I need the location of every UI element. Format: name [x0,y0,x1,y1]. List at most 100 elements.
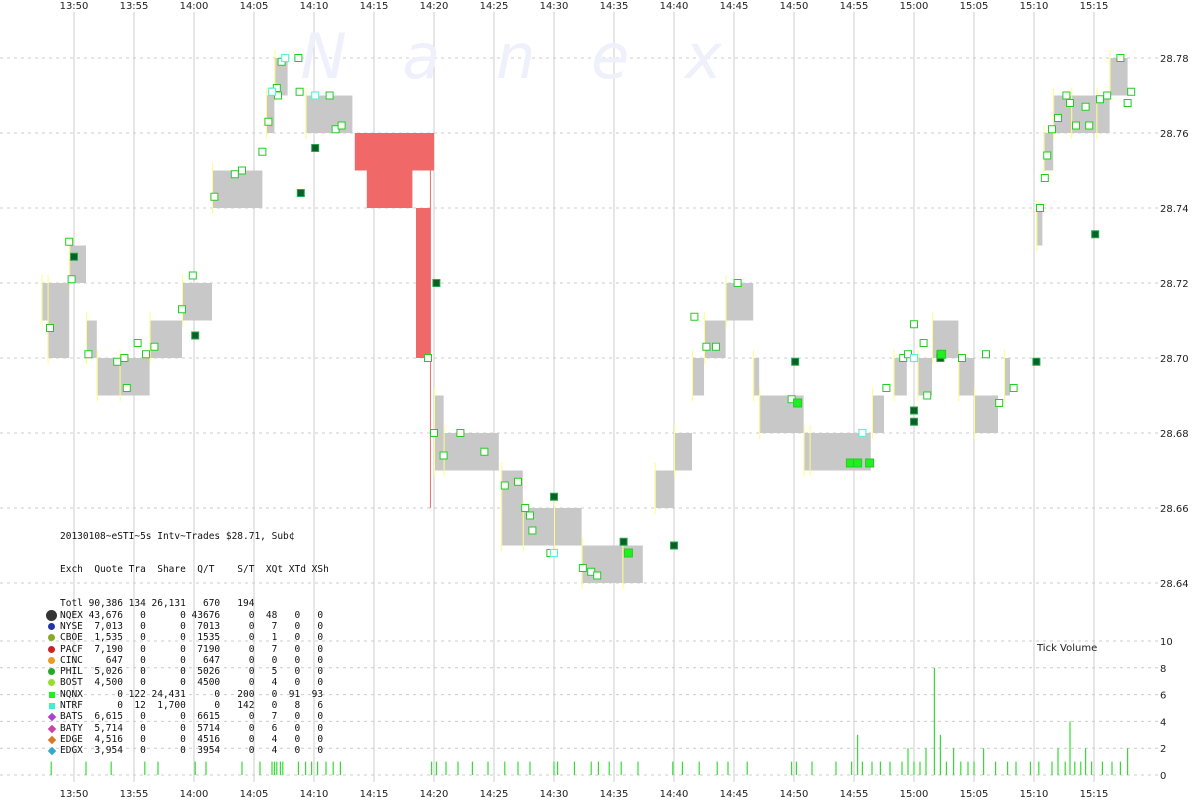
quote-band [554,508,582,546]
quote-band [434,395,444,471]
trade-marker-nqnx [210,192,219,201]
trade-marker-nqnx [1072,121,1080,130]
stats-row: EDGE 4,516 0 0 4516 0 4 0 0 [47,734,329,745]
trade-marker-nqnx [1009,384,1018,392]
exchange-stats-table: 20130108~eSTI~5s Intv~Trades $28.71, Sub… [46,508,329,768]
time-label-bottom: 13:50 [60,789,89,800]
trade-marker-nqex [550,492,558,501]
price-label: 28.64 [1160,579,1189,590]
axis-label-layer: 13:50 13:50 13:55 13:55 14:00 14:00 14:05 14:05… [60,1,1189,800]
time-label-bottom: 14:10 [300,789,329,800]
price-label: 28.66 [1160,504,1189,515]
trade-marker-nqnx [578,564,587,572]
trade-marker-nqex [191,331,200,340]
time-label-bottom: 14:40 [660,789,689,800]
quote-band [41,283,48,321]
trade-marker-nqnx [1054,114,1062,122]
quote-band [893,358,907,396]
trade-marker-nqnx [1103,91,1112,100]
trade-marker-nqnx [1062,91,1071,100]
trade-marker-nqnx [1043,151,1052,160]
trade-marker-nqnx [178,305,186,314]
nanex-watermark: N a n e x [300,20,739,93]
volume-label: 8 [1160,664,1166,675]
trade-marker-nqnx [46,324,54,332]
trade-marker-nqex [670,541,678,550]
trade-marker-nqnx [424,354,432,362]
time-label-top: 14:10 [300,1,329,12]
price-label: 28.68 [1160,429,1189,440]
time-label-top: 14:05 [240,1,269,12]
trade-marker-nqnx [1081,102,1090,111]
stats-row-text: BATY 5,714 0 0 5714 0 6 0 0 [60,722,324,734]
volume-label: 2 [1160,744,1166,755]
time-label-top: 14:35 [600,1,629,12]
trade-marker-ntrf [909,353,919,363]
time-label-bottom: 14:20 [420,789,449,800]
price-label: 28.74 [1160,204,1189,215]
quote-band [149,320,182,358]
stats-row: Totl 90,386 134 26,131 670 194 [60,598,329,609]
time-label-top: 14:25 [480,1,509,12]
stats-row-text: PACF 7,190 0 0 7190 0 7 0 0 [60,643,324,655]
trade-marker-nqnx [526,511,534,520]
trade-marker-nqex [432,279,441,287]
trade-marker-nqnx [1048,125,1056,134]
stats-row: BATS 6,615 0 0 6615 0 7 0 0 [47,711,329,723]
price-label: 28.72 [1160,279,1189,290]
stats-header-title: 20130108~eSTI~5s Intv~Trades $28.71, Sub… [60,530,295,542]
quote-band [96,358,120,396]
time-label-bottom: 14:35 [600,789,629,800]
stats-row-text: PHIL 5,026 0 0 5026 0 5 0 0 [60,666,324,678]
stats-row-text: BATS 6,615 0 0 6615 0 7 0 0 [60,711,324,723]
trade-marker-ntrf [549,548,559,558]
trade-marker-nqnx [150,342,159,351]
stats-row-text: CINC 647 0 0 647 0 0 0 0 [60,654,324,666]
time-label-top: 15:00 [900,1,929,12]
time-label-bottom: 15:00 [900,789,929,800]
time-label-bottom: 14:30 [540,789,569,800]
trade-marker-nqnx [238,166,246,175]
price-label: 28.70 [1160,354,1189,365]
halt-block [366,170,413,208]
quote-band [1036,208,1043,246]
trade-marker-nqnx-filled [793,398,803,408]
trade-marker-nqnx [1116,54,1125,62]
time-label-bottom: 15:15 [1080,789,1109,800]
trade-marker-nqnx [1040,174,1049,182]
trade-marker-nqnx [133,339,142,347]
exchange-color-swatch [48,622,55,630]
quote-band [974,395,998,433]
stats-row: NYSE 7,013 0 0 7013 0 7 0 0 [48,621,329,632]
exchange-color-swatch [48,645,55,653]
time-label-top: 14:40 [660,1,689,12]
exchange-color-swatch [46,609,57,621]
time-label-bottom: 14:00 [180,789,209,800]
trade-marker-nqnx [84,350,93,359]
stats-row-text: EDGX 3,954 0 0 3954 0 4 0 0 [60,745,324,757]
trade-marker-nqnx [712,342,720,351]
quote-band [86,320,97,358]
time-label-top: 13:50 [60,1,89,12]
trade-marker-nqnx [1096,95,1104,104]
quote-band [182,283,212,321]
trade-marker-nqnx [690,312,699,321]
time-label-bottom: 14:05 [240,789,269,800]
time-label-top: 14:20 [420,1,449,12]
quote-band [917,358,932,396]
stats-row: CINC 647 0 0 647 0 0 0 0 [48,654,329,666]
quote-band [753,358,760,396]
volume-label: 0 [1160,771,1166,782]
trade-marker-nqnx [593,571,602,580]
trade-marker-nqnx [439,451,448,460]
trade-marker-nqnx [500,481,509,490]
stats-row: PACF 7,190 0 0 7190 0 7 0 0 [48,643,329,655]
trade-marker-nqnx [521,504,530,512]
trade-marker-nqnx [294,54,303,62]
trade-marker-nqex [70,252,78,261]
trade-marker-nqnx [514,477,522,486]
trade-marker-nqnx [1036,204,1044,212]
time-label-bottom: 15:10 [1020,789,1049,800]
time-label-top: 14:45 [720,1,749,12]
trade-marker-nqnx [982,350,990,359]
